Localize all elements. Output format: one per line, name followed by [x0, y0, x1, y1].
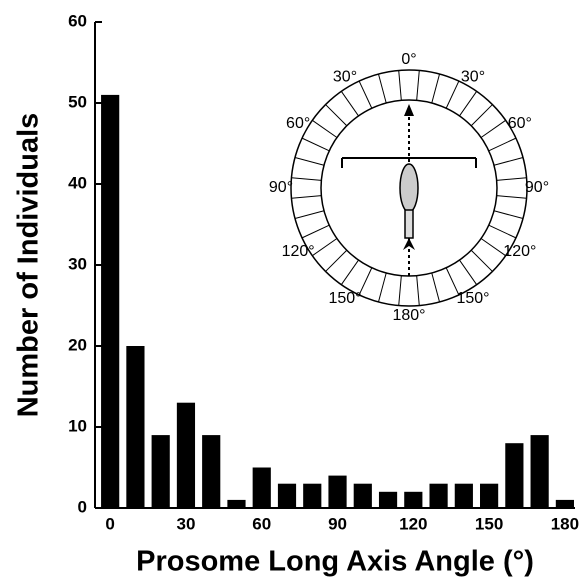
x-tick-label: 0: [105, 514, 114, 533]
ring-segment: [459, 259, 478, 285]
bar: [277, 483, 297, 508]
ring-segment: [459, 91, 478, 117]
y-tick-label: 50: [68, 92, 87, 111]
angle-label: 150°: [328, 290, 361, 307]
y-axis-title: Number of Individuals: [13, 113, 45, 418]
bar: [202, 435, 221, 508]
ring-segment: [294, 156, 325, 166]
bar: [353, 483, 372, 508]
ring-segment: [488, 224, 517, 239]
y-tick-label: 60: [68, 11, 87, 30]
ring-segment: [312, 238, 338, 257]
arrow-head: [404, 104, 414, 116]
ring-segment: [496, 195, 527, 199]
ring-segment: [493, 156, 524, 166]
ring-segment: [416, 275, 420, 306]
bar: [252, 467, 271, 508]
ring-segment: [291, 195, 322, 199]
y-tick-label: 40: [68, 173, 87, 192]
ring-segment: [431, 73, 441, 104]
angle-label: 30°: [461, 68, 485, 85]
x-tick-label: 180: [551, 514, 579, 533]
ring-segment: [416, 70, 420, 101]
bar: [555, 499, 574, 508]
ring-segment: [358, 80, 373, 109]
ring-segment: [398, 70, 402, 101]
y-tick-label: 30: [68, 254, 87, 273]
ring-segment: [398, 275, 402, 306]
y-tick-label: 20: [68, 335, 87, 354]
ring-segment: [340, 259, 359, 285]
ring-segment: [470, 104, 493, 127]
bar: [151, 435, 170, 508]
ring-segment: [377, 73, 387, 104]
angle-label: 60°: [286, 115, 310, 132]
bar: [378, 491, 398, 508]
bar: [126, 346, 145, 508]
angle-label: 90°: [525, 179, 549, 196]
ring-segment: [431, 272, 441, 303]
ring-segment: [480, 238, 506, 257]
bar: [176, 402, 196, 508]
ring-segment: [377, 272, 387, 303]
angle-label: 0°: [401, 51, 416, 68]
tail: [403, 238, 415, 250]
bar: [530, 435, 549, 508]
ring-segment: [358, 267, 373, 296]
ring-segment: [480, 119, 506, 138]
bar: [303, 483, 322, 508]
y-tick-label: 10: [68, 416, 87, 435]
ring-segment: [325, 104, 348, 127]
ring-segment: [291, 177, 322, 181]
ring-segment: [312, 119, 338, 138]
ring-segment: [493, 210, 524, 220]
x-axis-title: Prosome Long Axis Angle (°): [136, 546, 534, 578]
ring-segment: [301, 137, 330, 152]
urosome: [404, 209, 414, 239]
angle-label: 150°: [456, 290, 489, 307]
angle-label: 120°: [282, 243, 315, 260]
ring-segment: [488, 137, 517, 152]
bar: [328, 475, 347, 508]
angle-label: 30°: [333, 68, 357, 85]
y-tick-label: 0: [78, 497, 87, 516]
angle-label: 90°: [269, 179, 293, 196]
bar: [404, 491, 423, 508]
ring-segment: [325, 249, 348, 272]
bar: [480, 483, 499, 508]
x-tick-label: 150: [475, 514, 503, 533]
antennae: [341, 157, 477, 168]
x-tick-label: 120: [399, 514, 427, 533]
inset-diagram: 0° 30° 60° 90° 120° 150° 180° 150° 120° 90° 60° 30°: [269, 51, 549, 324]
ring-segment: [301, 224, 330, 239]
bar: [227, 499, 246, 508]
angle-label: 180°: [392, 307, 425, 324]
ring-segment: [340, 91, 359, 117]
bar: [505, 443, 524, 508]
x-tick-label: 90: [328, 514, 347, 533]
angle-label: 60°: [508, 115, 532, 132]
ring-segment: [445, 80, 460, 109]
bar: [454, 483, 473, 508]
bar: [101, 94, 120, 509]
ring-segment: [445, 267, 460, 296]
bar: [429, 483, 448, 508]
ring-segment: [294, 210, 325, 220]
angle-label: 120°: [503, 243, 536, 260]
x-tick-label: 60: [252, 514, 271, 533]
prosome: [399, 163, 419, 213]
ring-segment: [496, 177, 527, 181]
ring-segment: [470, 249, 493, 272]
x-tick-label: 30: [176, 514, 195, 533]
